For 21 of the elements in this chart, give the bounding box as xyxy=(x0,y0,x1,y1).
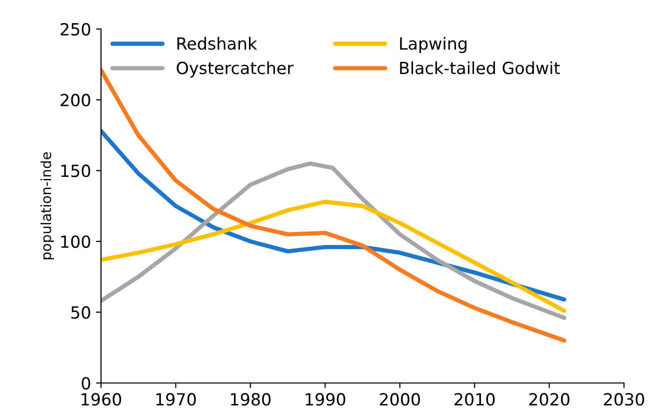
y-tick-label: 100 xyxy=(61,235,90,248)
y-tick-label: 0 xyxy=(82,376,90,390)
y-tick-label: 250 xyxy=(60,22,90,36)
x-tick-label: 1970 xyxy=(156,393,196,406)
x-tick-label: 2010 xyxy=(454,393,495,406)
x-tick-label: 1980 xyxy=(231,393,271,406)
legend-label: Oystercatcher xyxy=(176,61,294,78)
y-axis-title: population-inde xyxy=(40,152,54,260)
x-tick-label: 2000 xyxy=(380,393,420,406)
x-tick-label: 2020 xyxy=(529,393,570,406)
legend-label: Lapwing xyxy=(400,36,466,54)
y-tick-label: 200 xyxy=(60,94,90,106)
y-tick-label: 50 xyxy=(71,306,90,319)
x-tick-label: 1960 xyxy=(82,393,122,406)
y-tick-label: 150 xyxy=(61,164,90,178)
x-tick-label: 1990 xyxy=(306,393,346,406)
legend-label: Black-tailed Godwit xyxy=(400,61,560,74)
line-series xyxy=(101,200,566,313)
x-tick-label: 2030 xyxy=(604,393,644,406)
line-series xyxy=(101,161,566,320)
legend-label: Redshank xyxy=(177,36,258,50)
